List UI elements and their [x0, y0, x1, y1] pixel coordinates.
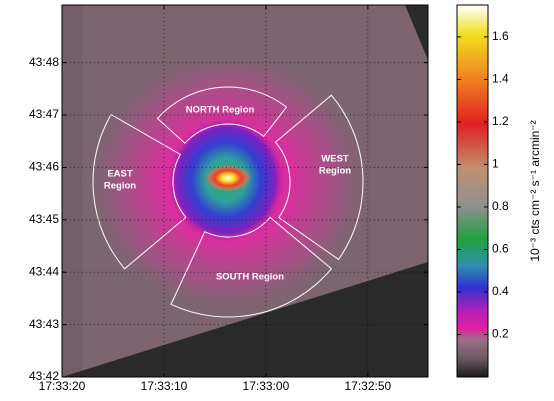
colorbar [457, 5, 488, 377]
colorbar-tick-label: 0.4 [492, 284, 509, 298]
y-tick-label: 43:45 [29, 212, 59, 226]
region-label: EAST [107, 169, 133, 180]
colorbar-tick-label: 0.2 [492, 327, 509, 341]
region-label: Region [319, 166, 351, 177]
y-tick-label: 43:44 [29, 264, 59, 278]
y-tick-label: 43:43 [29, 317, 59, 331]
colorbar-tick-label: 0.8 [492, 199, 509, 213]
colorbar-label: 10⁻³ cts cm⁻² s⁻¹ arcmin⁻² [528, 120, 542, 261]
region-label: NORTH Region [186, 105, 255, 116]
y-tick-label: 43:42 [29, 369, 59, 383]
x-tick-label: 17:33:10 [141, 379, 188, 393]
colorbar-tick-label: 1.6 [492, 29, 509, 43]
y-tick-label: 43:48 [29, 55, 59, 69]
x-tick-label: 17:32:50 [344, 379, 391, 393]
colorbar-tick-label: 1.2 [492, 114, 509, 128]
x-tick-label: 17:33:00 [243, 379, 290, 393]
colorbar-tick-label: 1.4 [492, 72, 509, 86]
colorbar-tick-label: 0.6 [492, 242, 509, 256]
chart: 17:33:2017:33:1017:33:0017:32:5043:4243:… [0, 0, 554, 401]
region-label: SOUTH Region [216, 272, 284, 283]
y-tick-label: 43:47 [29, 107, 59, 121]
region-label: Region [104, 181, 136, 192]
colorbar-tick-label: 1 [492, 157, 499, 171]
region-label: WEST [321, 154, 349, 165]
y-tick-label: 43:46 [29, 160, 59, 174]
